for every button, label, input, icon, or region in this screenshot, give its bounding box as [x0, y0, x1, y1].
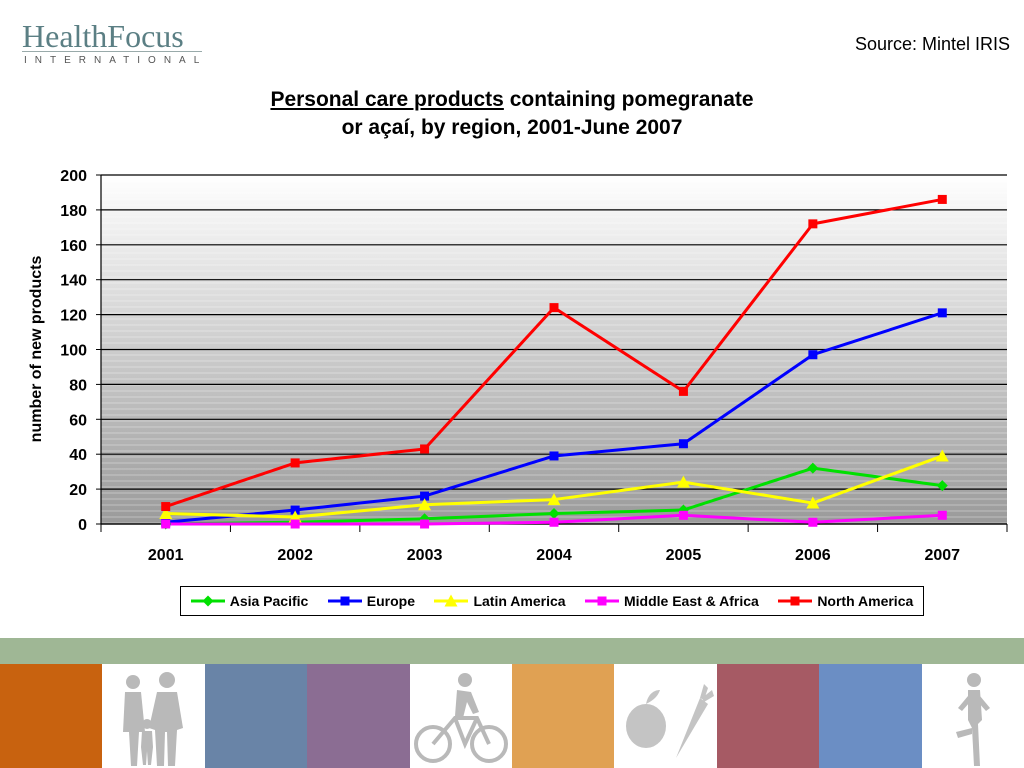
data-point [936, 480, 948, 492]
legend-label: North America [817, 593, 914, 609]
data-point [549, 303, 559, 313]
x-tick-label: 2003 [407, 547, 443, 564]
y-tick-label: 40 [69, 447, 87, 464]
x-tick-label: 2005 [666, 547, 702, 564]
data-point [935, 449, 949, 462]
x-tick-label: 2007 [924, 547, 960, 564]
y-tick-label: 0 [78, 517, 87, 534]
data-point [678, 386, 688, 396]
data-point [806, 496, 820, 509]
y-tick-label: 20 [69, 482, 87, 499]
data-point [418, 498, 432, 511]
title-line2: or açaí, by region, 2001-June 2007 [341, 116, 683, 139]
healthfocus-logo: HealthFocus INTERNATIONAL [18, 18, 208, 72]
footer-color-tile [716, 664, 820, 768]
footer-photo-tile [614, 664, 717, 768]
legend-swatch [327, 596, 362, 606]
y-tick-label: 200 [60, 168, 87, 185]
data-point [678, 439, 688, 449]
data-point [937, 194, 947, 204]
legend-swatch [778, 596, 813, 606]
y-tick-label: 160 [60, 238, 87, 255]
data-point [808, 517, 818, 527]
source-note: Source: Mintel IRIS [854, 34, 1010, 54]
legend-label: Asia Pacific [229, 593, 309, 609]
y-tick-label: 60 [69, 412, 87, 429]
legend-swatch [190, 595, 225, 607]
logo-rule [22, 51, 202, 52]
legend-label: Europe [366, 593, 416, 609]
x-tick-label: 2004 [536, 547, 572, 564]
logo-sub-text: INTERNATIONAL [24, 55, 208, 66]
legend-swatch [434, 594, 469, 607]
cyclist-icon [411, 668, 511, 768]
footer-color-tile [204, 664, 308, 768]
y-axis-label: number of new products [28, 256, 45, 443]
data-point [420, 519, 430, 529]
data-point [290, 458, 300, 468]
data-point [808, 219, 818, 229]
footer-color-tile [0, 664, 103, 768]
footer-color-tile [512, 664, 615, 768]
data-point [161, 502, 171, 512]
data-point [678, 510, 688, 520]
data-point [676, 475, 690, 488]
title-line1-rest: containing pomegranate [503, 88, 754, 111]
data-point [340, 596, 350, 606]
data-point [808, 350, 818, 360]
line-chart: 0 20 40 60 80 100 120 140 160 180 200 2001 2002 2003 2… [28, 168, 1008, 564]
data-point [444, 594, 458, 607]
data-point [420, 444, 430, 454]
chart-legend: Asia Pacific Europe Latin America Middle Ea… [180, 586, 924, 616]
footer-tiles [0, 664, 1024, 768]
y-tick-label: 80 [69, 377, 87, 394]
data-point [937, 308, 947, 318]
data-point [790, 596, 800, 606]
data-point [937, 510, 947, 520]
y-tick-label: 140 [60, 273, 87, 290]
x-tick-label: 2002 [277, 547, 313, 564]
legend-swatch [585, 596, 619, 606]
data-point [420, 491, 430, 501]
footer-photo-tile [102, 664, 205, 768]
family-icon [109, 668, 199, 768]
data-point [807, 462, 819, 474]
data-point [597, 596, 607, 606]
legend-item: North America [778, 593, 913, 609]
legend-item: Middle East & Africa [585, 593, 759, 609]
legend-item: Europe [327, 593, 416, 609]
data-point [290, 519, 300, 529]
data-point [290, 505, 300, 515]
yoga-icon [938, 668, 1008, 768]
legend-label: Middle East & Africa [624, 593, 759, 609]
legend-item: Asia Pacific [190, 593, 309, 609]
x-tick-label: 2006 [795, 547, 831, 564]
title-underlined: Personal care products [270, 88, 504, 111]
series-markers [159, 194, 949, 530]
gridlines [101, 174, 1007, 525]
logo-brand-text: HealthFocus [22, 18, 184, 54]
data-point [161, 519, 171, 529]
legend-item: Latin America [434, 593, 566, 609]
chart-title: Personal care products containing pomegr… [0, 86, 1024, 142]
y-tick-label: 100 [60, 343, 87, 360]
footer-photo-tile [921, 664, 1024, 768]
fruit-vegetable-icon [616, 668, 716, 768]
footer-color-tile [819, 664, 922, 768]
data-point [548, 508, 560, 520]
y-tick-label: 120 [60, 308, 87, 325]
footer-photo-tile [409, 664, 513, 768]
data-point [547, 493, 561, 506]
data-point [549, 517, 559, 527]
data-point [202, 595, 214, 607]
footer-color-tile [307, 664, 410, 768]
legend-label: Latin America [473, 593, 566, 609]
data-point [159, 507, 173, 520]
y-tick-label: 180 [60, 203, 87, 220]
x-tick-label: 2001 [148, 547, 184, 564]
footer-strip [0, 638, 1024, 664]
data-point [549, 451, 559, 461]
